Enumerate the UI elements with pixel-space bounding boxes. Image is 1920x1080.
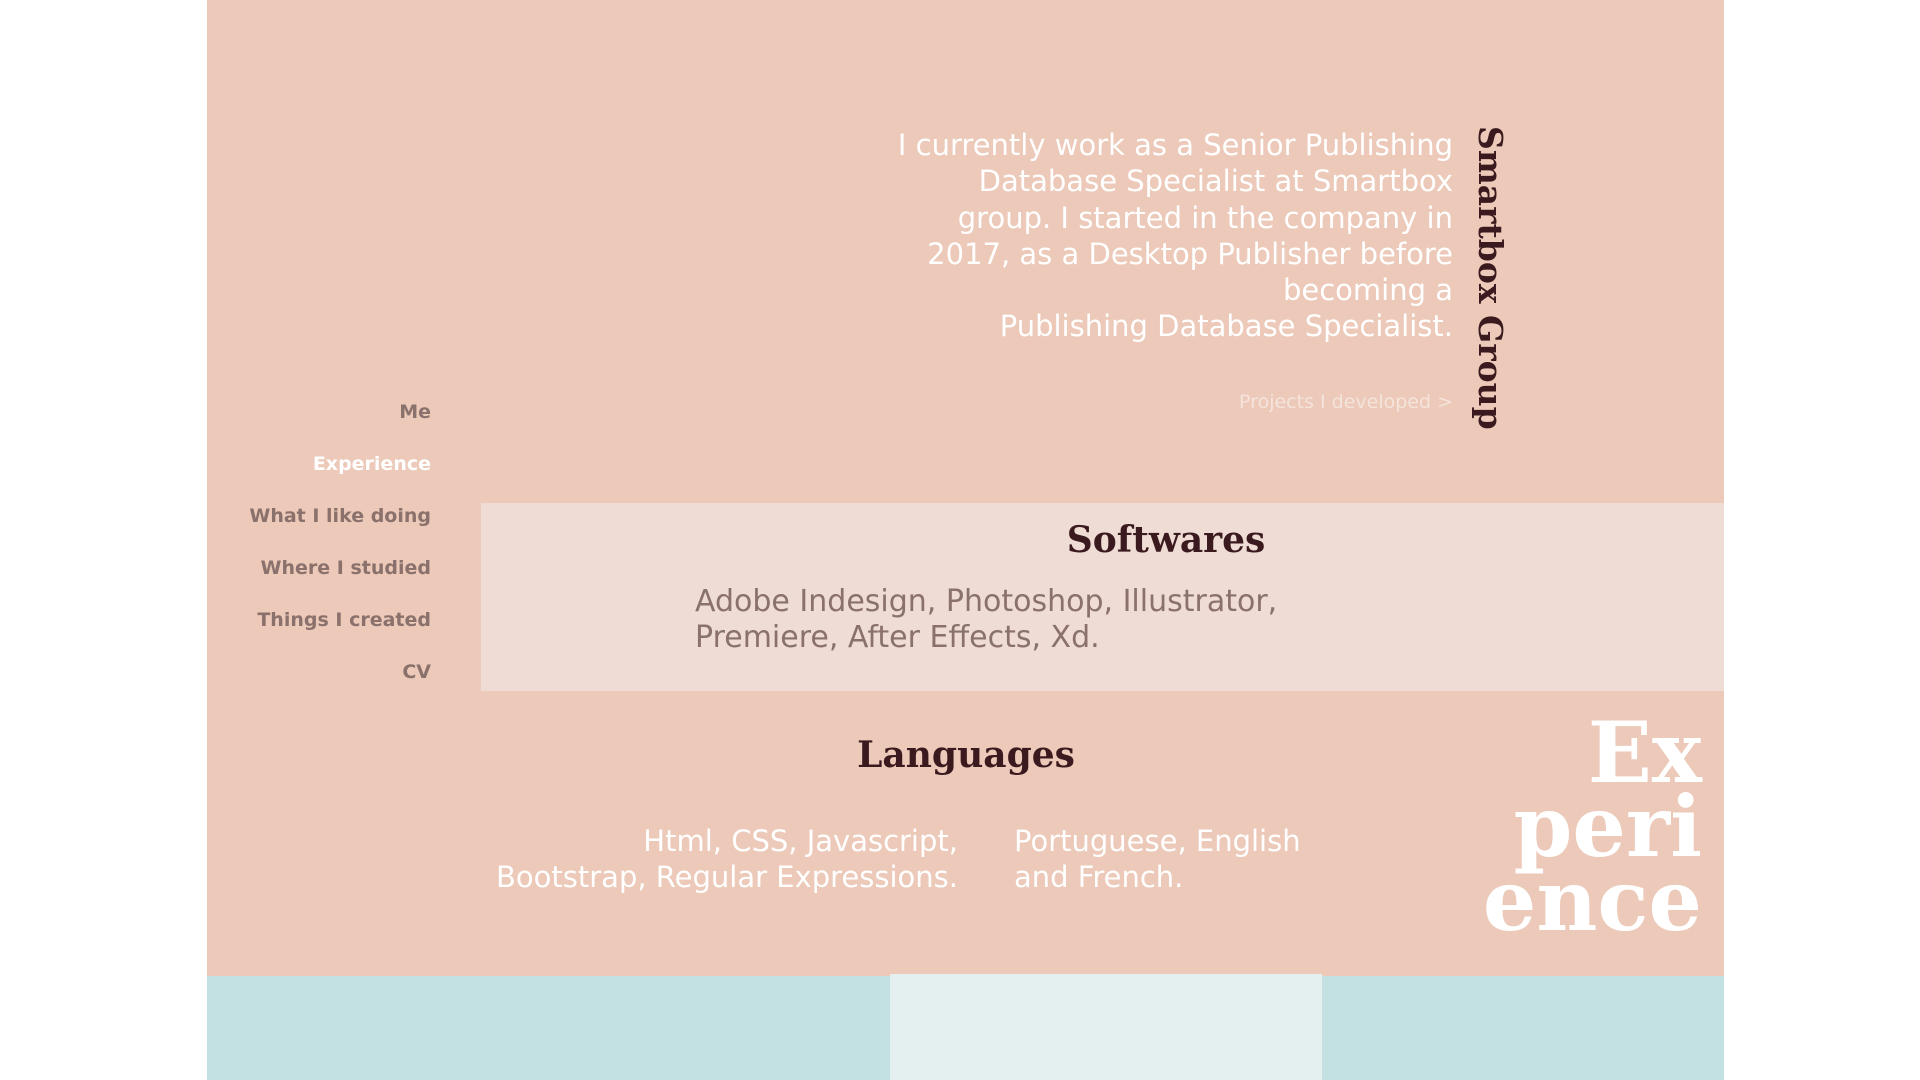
softwares-list: Adobe Indesign, Photoshop, Illustrator, … [695,584,1345,657]
nav-item-me[interactable]: Me [399,401,431,423]
spoken-languages-list: Portuguese, English and French. [1014,823,1394,896]
programming-languages-list: Html, CSS, Javascript, Bootstrap, Regula… [485,823,958,896]
softwares-line: Adobe Indesign, Photoshop, Illustrator, [695,584,1278,619]
intro-line: I currently work as a Senior Publishing [897,128,1453,162]
spoken-languages-line: Portuguese, English [1014,824,1301,858]
intro-line: Publishing Database Specialist. [999,309,1453,344]
spoken-languages-line: and French. [1014,860,1184,895]
projects-developed-link[interactable]: Projects I developed > [1239,391,1453,413]
section-title-experience: Ex peri ence [1440,703,1702,950]
intro-line: becoming a [1282,273,1453,308]
company-name-vertical: Smartbox Group [1471,126,1510,430]
section-title-line: Ex [1587,703,1702,802]
section-title-line: ence [1482,851,1702,950]
experience-intro-text: I currently work as a Senior Publishing … [850,127,1453,345]
intro-line: group. I started in the company in [957,200,1453,235]
nav-item-where-i-studied[interactable]: Where I studied [260,557,431,579]
nav-item-cv[interactable]: CV [402,661,431,683]
programming-languages-line: Bootstrap, Regular Expressions. [496,860,958,895]
nav-item-experience[interactable]: Experience [312,453,431,475]
softwares-heading: Softwares [1066,519,1266,561]
nav-item-what-i-like-doing[interactable]: What I like doing [249,505,431,527]
bottom-band [207,974,1724,1080]
experience-panel [207,0,1724,976]
intro-line: Database Specialist at Smartbox [978,164,1453,199]
nav-item-things-i-created[interactable]: Things I created [257,609,431,631]
side-navigation: Me Experience What I like doing Where I … [207,386,431,698]
softwares-line: Premiere, After Effects, Xd. [695,620,1100,656]
bottom-band-center-block [890,974,1322,1080]
programming-languages-line: Html, CSS, Javascript, [643,824,958,858]
softwares-panel [481,503,1724,691]
section-title-line: peri [1513,777,1702,876]
languages-heading: Languages [857,734,1075,776]
intro-line: 2017, as a Desktop Publisher before [927,236,1453,271]
